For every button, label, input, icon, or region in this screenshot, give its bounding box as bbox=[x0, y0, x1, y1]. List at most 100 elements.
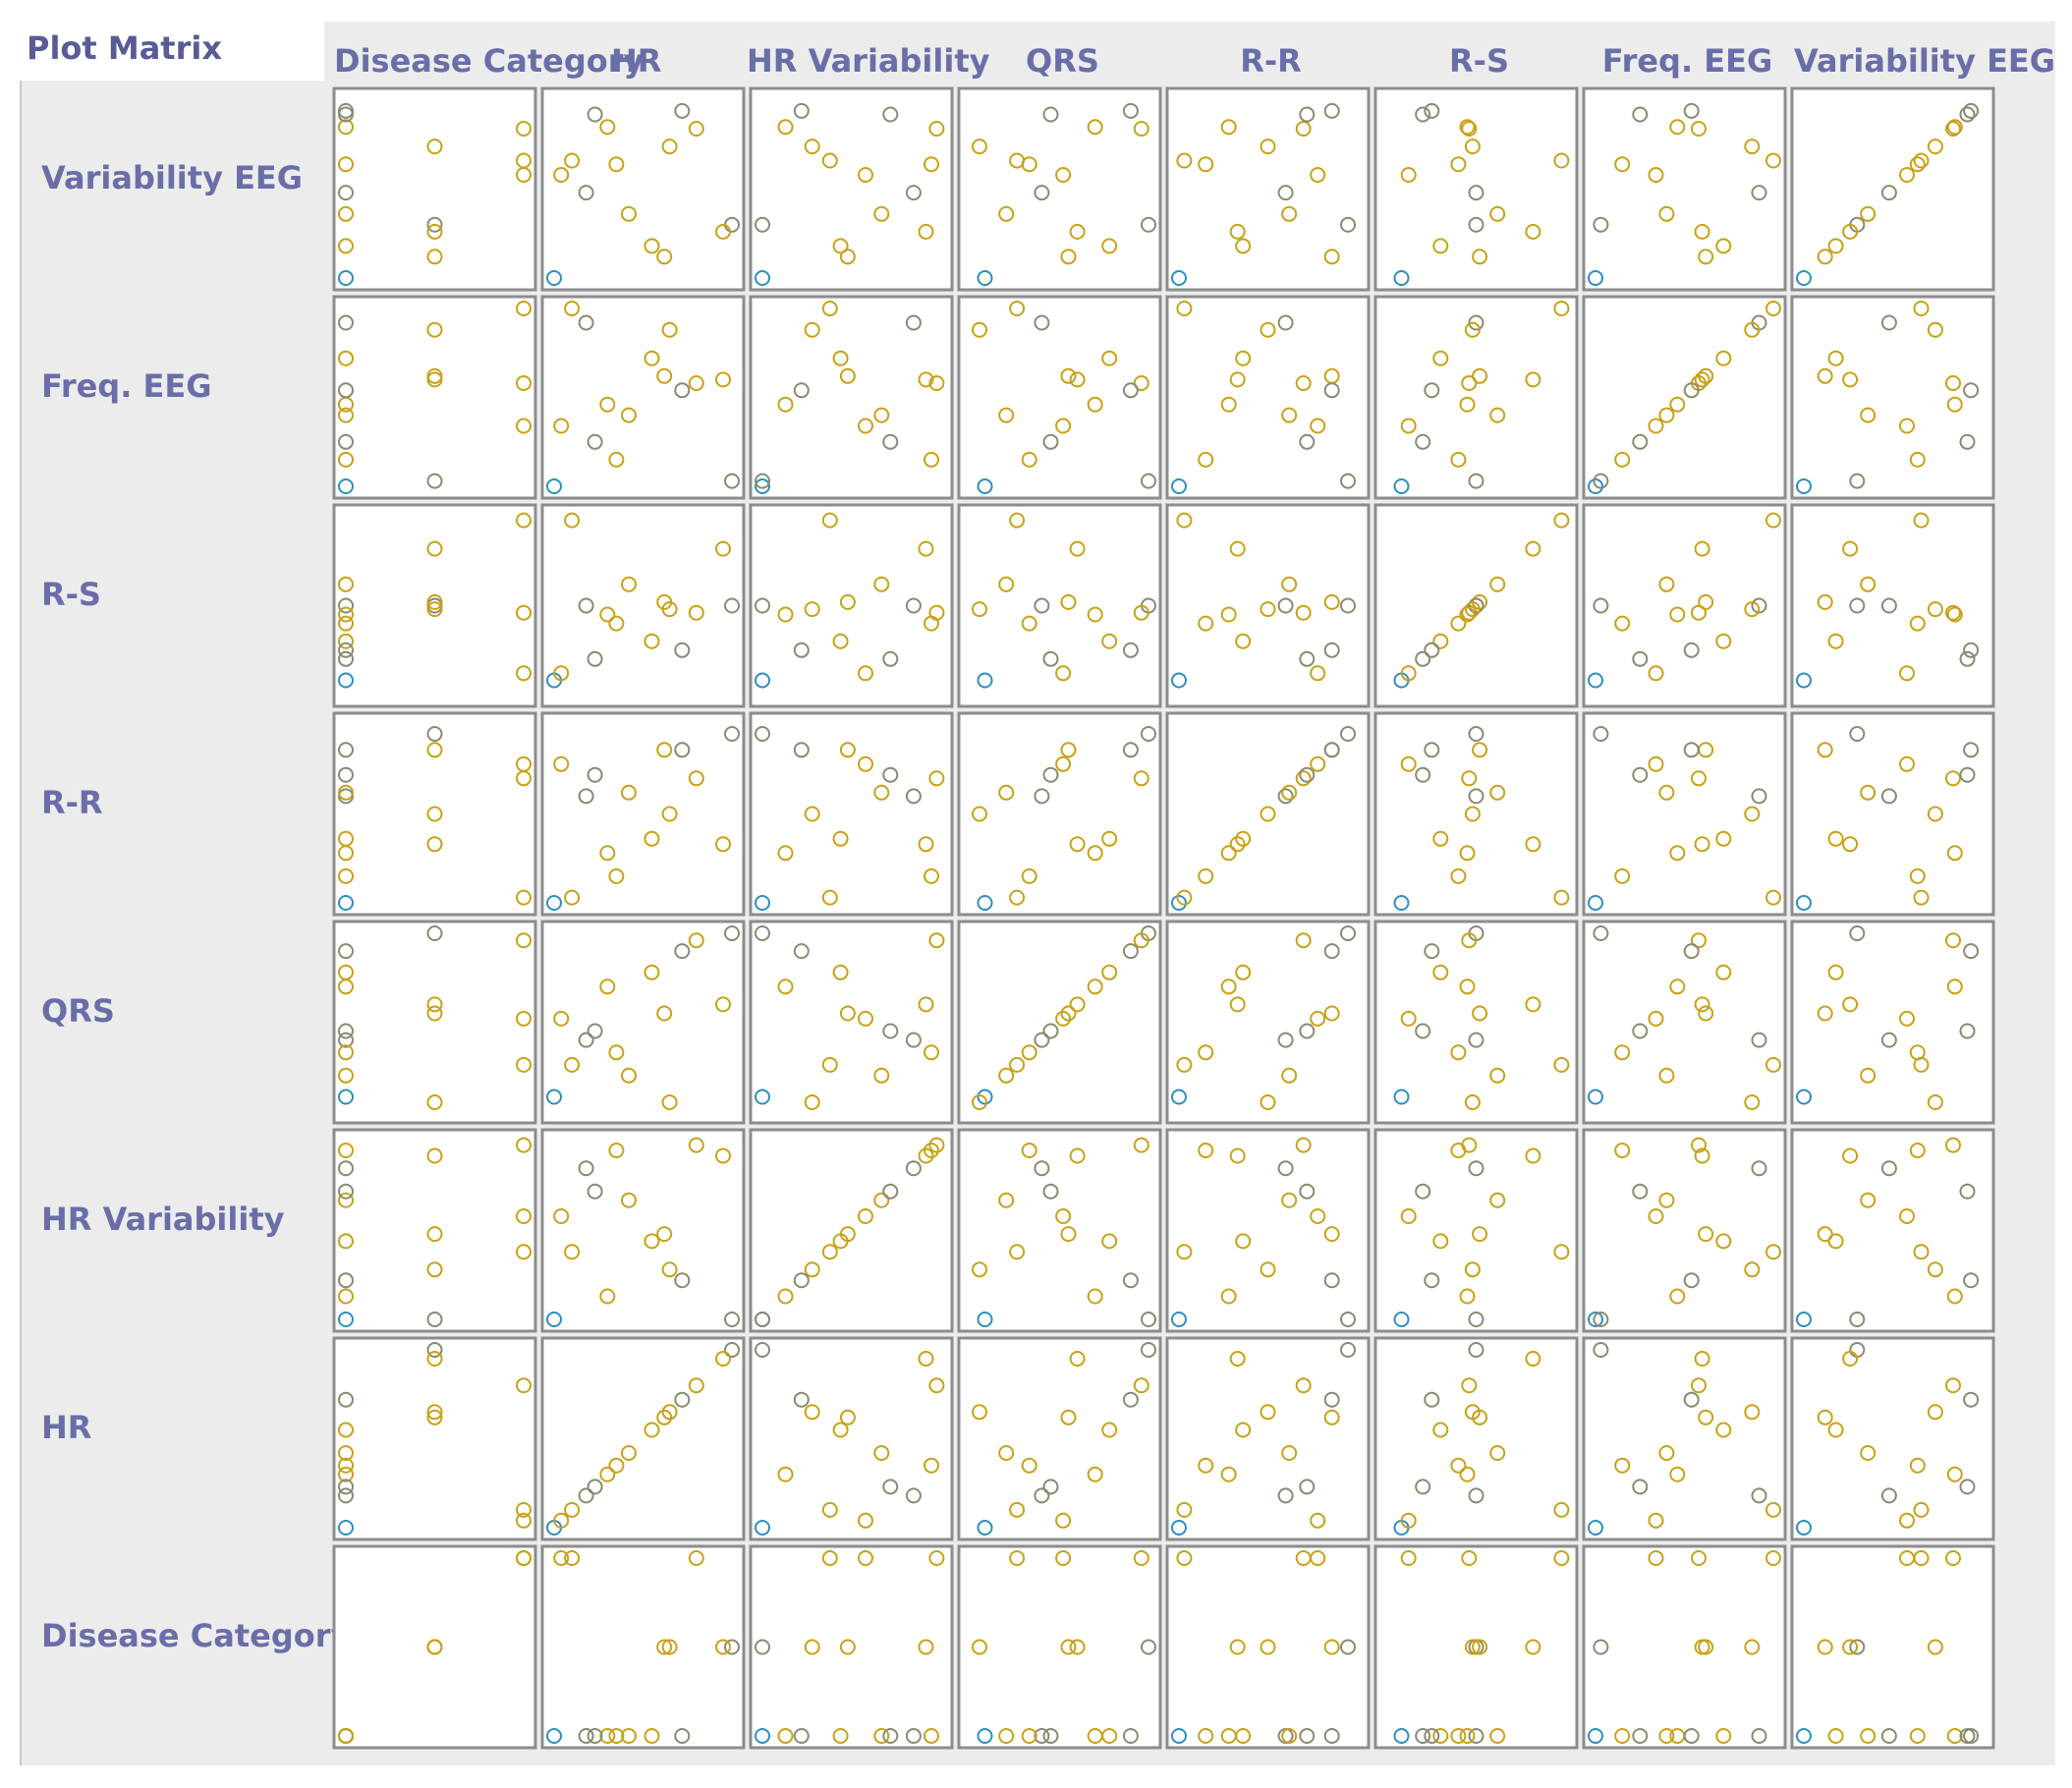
data-point bbox=[1340, 1639, 1356, 1655]
row-label-r-r: R-R bbox=[41, 784, 103, 821]
cell-r-s-vs-disease-category bbox=[332, 503, 537, 708]
data-point bbox=[426, 139, 443, 155]
cell-frame bbox=[749, 1544, 954, 1750]
data-point bbox=[724, 925, 740, 941]
data-point bbox=[1310, 1208, 1326, 1224]
data-point bbox=[1060, 593, 1077, 610]
data-point bbox=[578, 1032, 594, 1048]
cell-r-r-vs-qrs bbox=[957, 711, 1162, 917]
data-point bbox=[1945, 770, 1961, 787]
data-point bbox=[1691, 1137, 1707, 1153]
data-point bbox=[1489, 205, 1506, 222]
data-point bbox=[715, 836, 731, 853]
data-point bbox=[821, 512, 838, 529]
data-point bbox=[1913, 1501, 1930, 1518]
data-point bbox=[1323, 1005, 1340, 1022]
data-point bbox=[1087, 119, 1103, 136]
data-point bbox=[882, 650, 899, 667]
data-point bbox=[1415, 1183, 1431, 1200]
data-point bbox=[1229, 836, 1246, 853]
data-point bbox=[1281, 1445, 1298, 1461]
data-point bbox=[1060, 742, 1077, 758]
data-point bbox=[1220, 978, 1237, 995]
data-point bbox=[1525, 1147, 1541, 1164]
data-point bbox=[804, 1639, 820, 1655]
cell-r-r-vs-hr bbox=[540, 711, 746, 917]
data-point bbox=[1593, 1639, 1609, 1655]
cell-qrs-vs-qrs bbox=[957, 920, 1162, 1125]
data-point bbox=[1683, 102, 1700, 119]
data-point bbox=[1021, 1728, 1037, 1744]
data-point bbox=[338, 433, 354, 450]
data-point bbox=[1432, 633, 1449, 649]
data-point bbox=[793, 382, 810, 399]
data-point bbox=[688, 604, 704, 621]
data-point bbox=[793, 1728, 810, 1744]
data-point bbox=[1632, 766, 1649, 783]
data-point bbox=[1691, 1550, 1707, 1566]
data-point bbox=[1553, 1550, 1570, 1566]
data-point bbox=[1694, 1639, 1710, 1655]
data-point bbox=[1323, 102, 1340, 119]
data-point bbox=[1927, 601, 1943, 618]
data-point bbox=[1069, 1147, 1086, 1164]
data-point bbox=[1260, 1404, 1276, 1421]
data-point bbox=[1299, 1183, 1316, 1200]
data-point bbox=[724, 597, 740, 614]
data-point bbox=[656, 1005, 673, 1022]
data-point bbox=[516, 604, 532, 621]
data-point bbox=[715, 223, 731, 240]
data-point bbox=[338, 270, 354, 286]
data-point bbox=[839, 742, 856, 758]
data-point bbox=[1880, 597, 1897, 614]
data-point bbox=[516, 889, 532, 906]
cell-frame bbox=[749, 86, 954, 292]
data-point bbox=[1945, 604, 1961, 621]
data-point bbox=[1468, 597, 1484, 614]
data-point bbox=[1959, 766, 1976, 783]
data-point bbox=[1340, 1342, 1356, 1358]
cell-qrs-vs-freq-eeg bbox=[1582, 920, 1787, 1125]
cell-frame bbox=[1790, 1128, 1995, 1333]
data-point bbox=[1880, 185, 1897, 201]
data-point bbox=[1472, 742, 1488, 758]
data-point bbox=[1614, 1728, 1631, 1744]
data-point bbox=[587, 766, 603, 783]
data-point bbox=[1235, 1728, 1252, 1744]
data-point bbox=[1229, 371, 1246, 388]
data-point bbox=[1744, 601, 1761, 618]
data-point bbox=[1133, 375, 1149, 391]
data-point bbox=[1415, 1728, 1431, 1744]
data-point bbox=[1459, 1466, 1476, 1482]
data-point bbox=[1959, 106, 1976, 123]
data-point bbox=[1715, 1422, 1732, 1438]
cell-hr-variability-vs-freq-eeg bbox=[1582, 1128, 1787, 1333]
data-point bbox=[1176, 152, 1193, 169]
data-point bbox=[578, 314, 594, 331]
data-point bbox=[777, 1466, 794, 1482]
data-point bbox=[1691, 932, 1707, 949]
data-point bbox=[1588, 1089, 1603, 1105]
data-point bbox=[1744, 1094, 1761, 1110]
data-point bbox=[338, 1479, 354, 1495]
data-point bbox=[1122, 742, 1139, 758]
data-point bbox=[338, 1487, 354, 1504]
data-point bbox=[1220, 845, 1237, 862]
cell-frame bbox=[1582, 86, 1787, 292]
data-point bbox=[777, 606, 794, 623]
data-point bbox=[777, 978, 794, 995]
data-point bbox=[1849, 1639, 1866, 1655]
data-point bbox=[1827, 1422, 1844, 1438]
data-point bbox=[1525, 996, 1541, 1013]
data-point bbox=[564, 301, 581, 316]
data-point bbox=[1450, 1044, 1467, 1061]
data-point bbox=[1553, 301, 1570, 316]
data-point bbox=[755, 1312, 770, 1327]
data-point bbox=[546, 1728, 562, 1744]
data-point bbox=[832, 1233, 849, 1250]
data-point bbox=[1658, 1445, 1675, 1461]
data-point bbox=[1432, 830, 1449, 847]
data-point bbox=[1796, 478, 1812, 494]
data-point bbox=[338, 742, 354, 758]
data-point bbox=[1751, 1487, 1767, 1504]
